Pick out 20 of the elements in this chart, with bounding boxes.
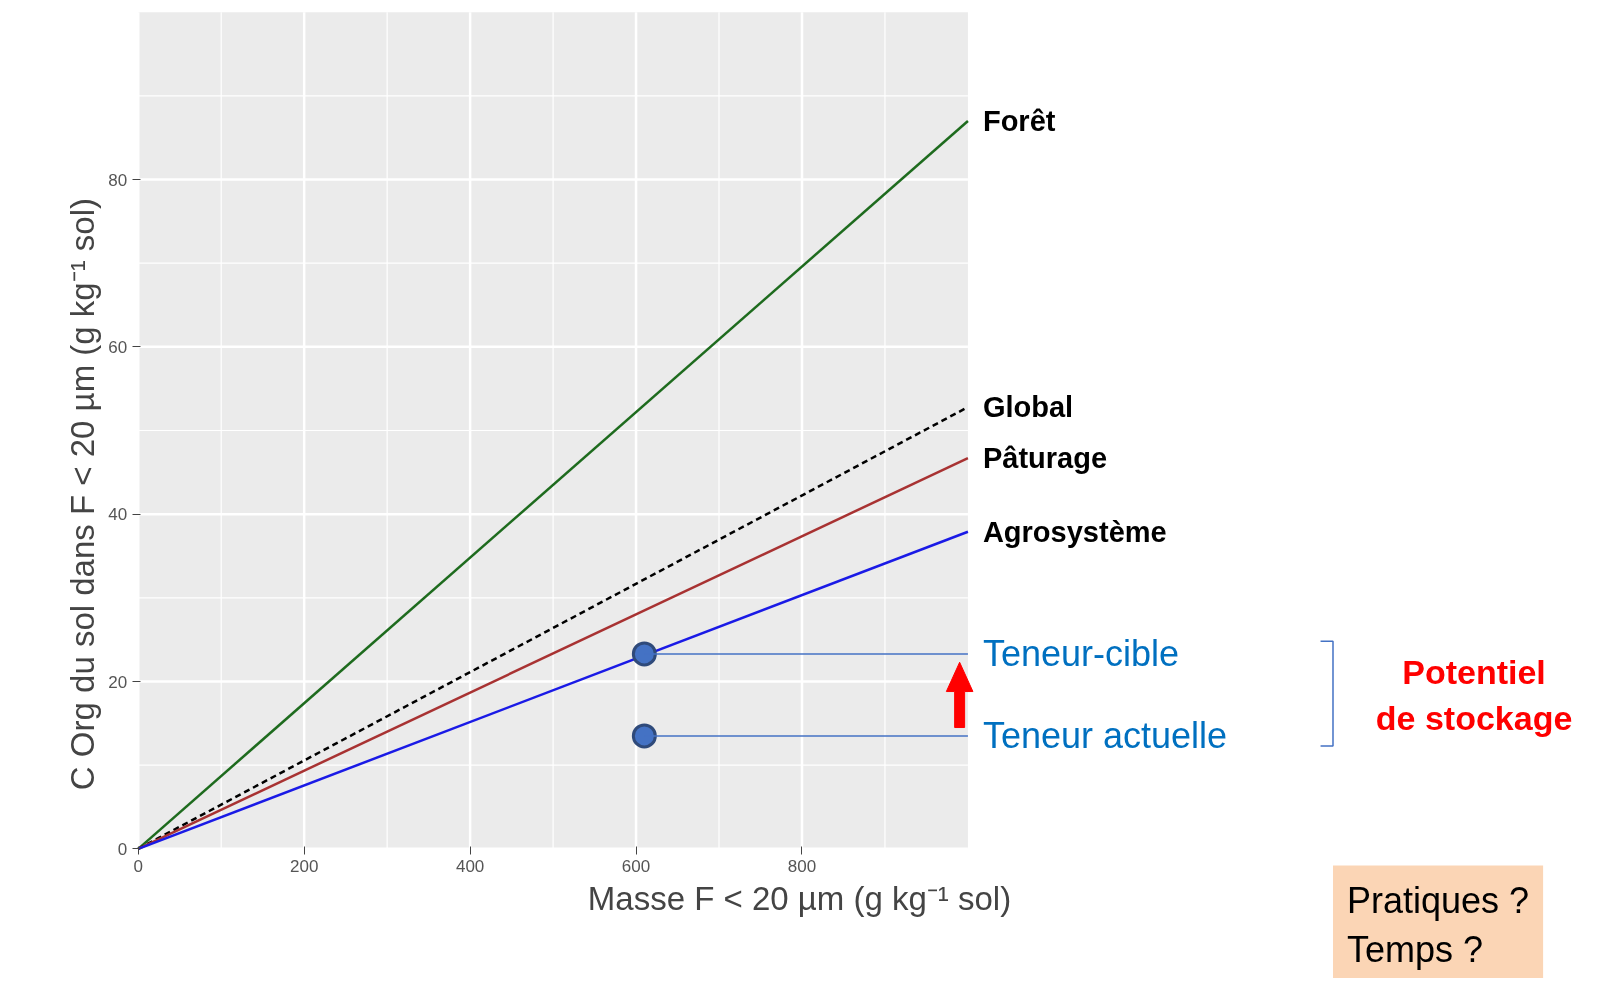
y-axis-title: C Org du sol dans F < 20 µm (g kg⁻¹ sol) — [63, 198, 101, 791]
series-label: Pâturage — [982, 442, 1108, 475]
y-tick-label: 60 — [108, 337, 128, 357]
annotation: Teneur actuelle — [982, 715, 1228, 757]
x-axis-title: Masse F < 20 µm (g kg⁻¹ sol) — [587, 879, 1012, 917]
series-label: Forêt — [982, 104, 1056, 137]
series-label: Global — [982, 391, 1074, 424]
y-tick-label: 40 — [108, 505, 128, 525]
y-tick-label: 0 — [117, 839, 128, 859]
x-tick-label: 200 — [289, 856, 319, 876]
text: Potentiel de stockage — [1375, 653, 1573, 737]
y-tick-label: 20 — [108, 672, 128, 692]
y-tick-label: 80 — [108, 170, 128, 190]
series-label: Agrosystème — [982, 515, 1167, 548]
x-tick-label: 400 — [455, 856, 485, 876]
x-tick-label: 800 — [787, 856, 817, 876]
x-tick-label: 600 — [621, 856, 651, 876]
annotation: Teneur-cible — [982, 633, 1180, 675]
x-tick-label: 0 — [133, 856, 143, 876]
text: Pratiques ? Temps ? — [1347, 879, 1530, 970]
